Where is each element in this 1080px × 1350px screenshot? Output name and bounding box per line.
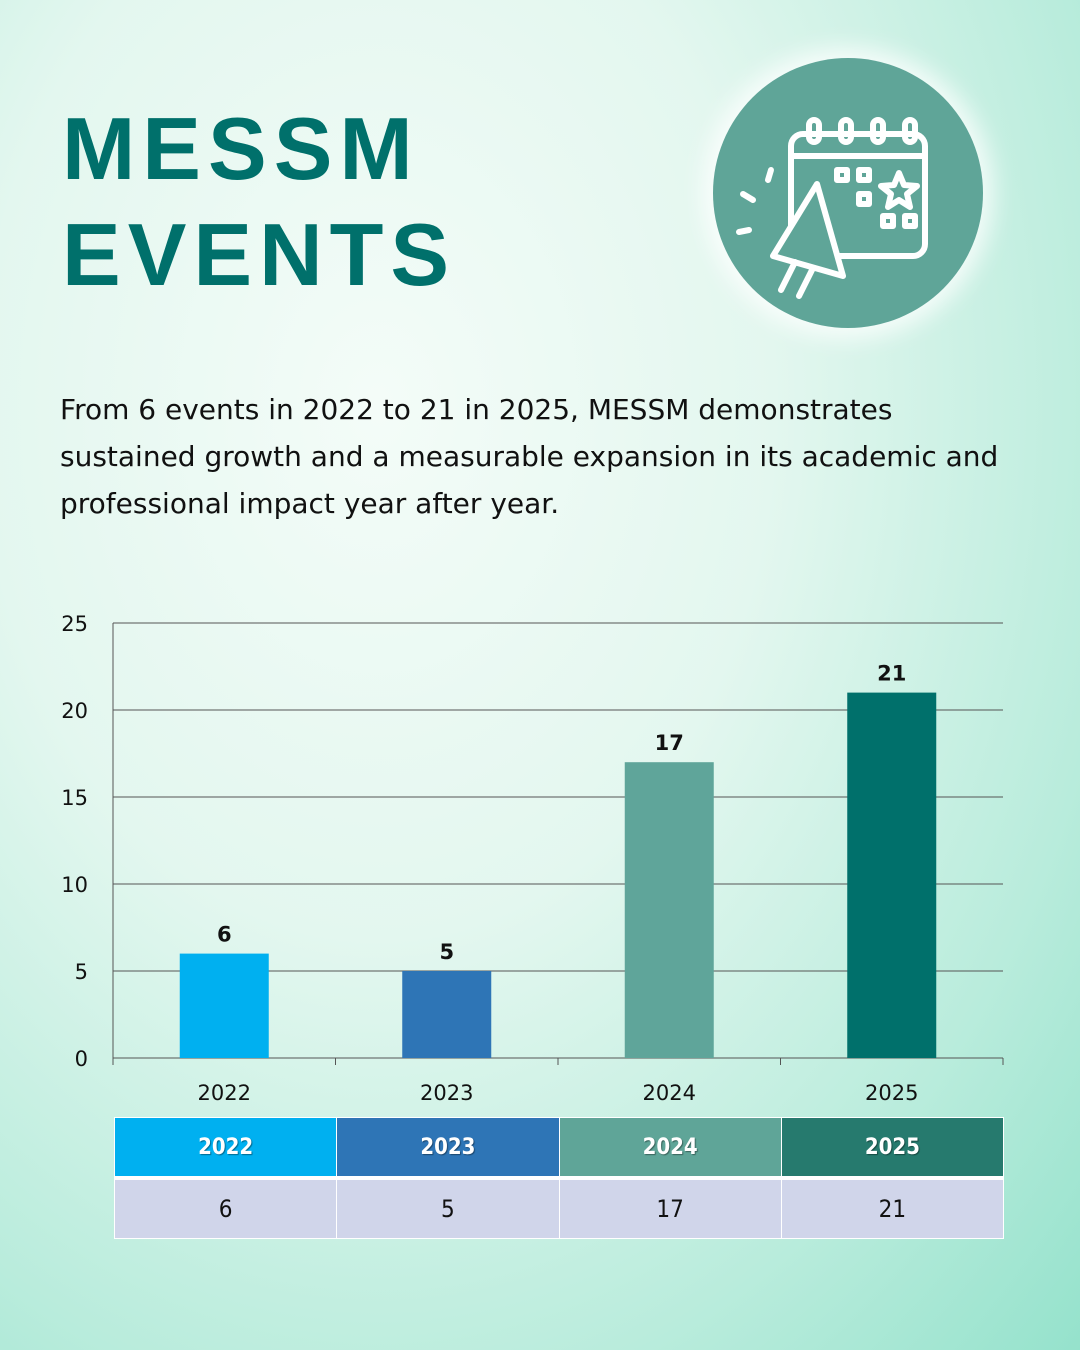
table-header: 2022	[113, 1117, 338, 1180]
x-tick-label: 2022	[198, 1081, 251, 1105]
y-tick-label: 0	[75, 1047, 88, 1071]
events-table: 2022 2023 2024 2025 6 5 17 21	[113, 1117, 1005, 1239]
table-cell: 17	[558, 1177, 782, 1239]
table-row: 6 5 17 21	[113, 1177, 1005, 1239]
table-header-row: 2022 2023 2024 2025	[113, 1117, 1005, 1180]
bar-2025	[847, 692, 937, 1058]
data-label: 5	[439, 940, 454, 964]
y-tick-label: 5	[75, 960, 88, 984]
table-header: 2025	[780, 1117, 1005, 1180]
page-title: MESSM EVENTS	[62, 96, 456, 308]
bar-2024	[624, 762, 714, 1058]
data-label: 17	[655, 731, 684, 755]
table-header: 2023	[336, 1117, 560, 1180]
bar-2022	[179, 953, 269, 1058]
title-line-2: EVENTS	[62, 205, 457, 304]
x-tick-label: 2025	[865, 1081, 918, 1105]
table-cell: 21	[780, 1177, 1005, 1239]
description: From 6 events in 2022 to 21 in 2025, MES…	[60, 393, 999, 520]
table-cell: 5	[336, 1177, 560, 1239]
calendar-megaphone-icon	[713, 58, 983, 328]
x-tick-label: 2023	[420, 1081, 473, 1105]
data-label: 6	[217, 923, 232, 947]
bar-2023	[402, 971, 492, 1058]
data-label: 21	[877, 662, 906, 686]
y-tick-label: 10	[61, 873, 88, 897]
table-cell: 6	[113, 1177, 338, 1239]
y-tick-label: 25	[61, 612, 88, 636]
title-line-1: MESSM	[62, 99, 420, 198]
table-header: 2024	[558, 1117, 782, 1180]
y-tick-label: 15	[61, 786, 88, 810]
x-tick-label: 2024	[643, 1081, 696, 1105]
y-tick-label: 20	[61, 699, 88, 723]
